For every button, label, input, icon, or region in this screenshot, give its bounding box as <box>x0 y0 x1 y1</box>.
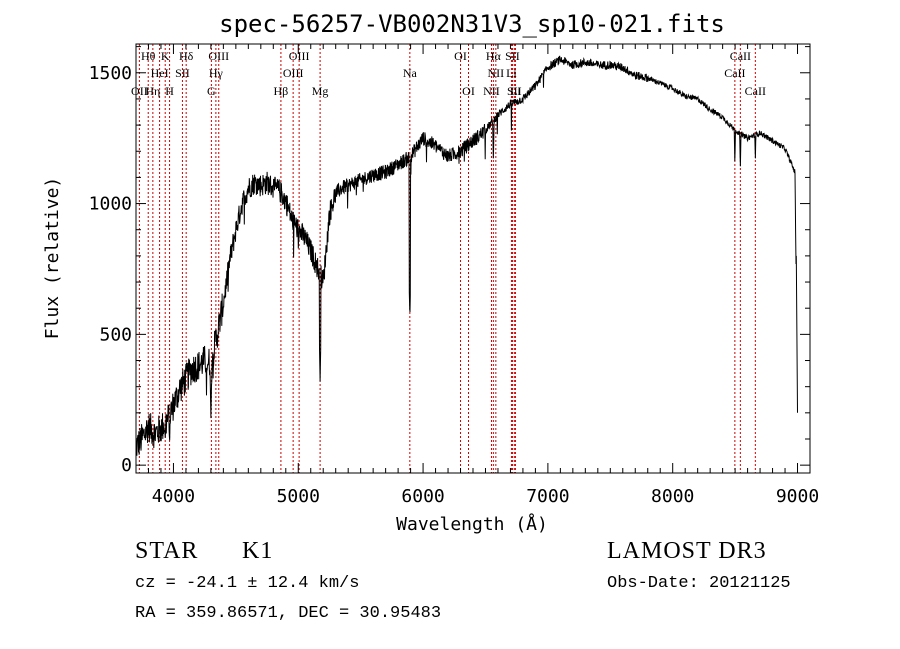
x-tick-label: 6000 <box>401 486 444 507</box>
x-tick-label: 9000 <box>776 486 819 507</box>
line-marker-label: CaII <box>724 66 745 80</box>
line-marker-label: OIII <box>289 49 310 63</box>
redshift-velocity: cz = -24.1 ± 12.4 km/s <box>135 574 360 593</box>
line-marker-label: SII <box>175 66 190 80</box>
line-marker-label: OIII <box>283 66 304 80</box>
x-axis-ticks: 4000 5000 6000 7000 8000 9000 <box>147 44 819 507</box>
line-marker-label: CaII <box>745 84 766 98</box>
line-marker-label: Hβ <box>274 84 289 98</box>
line-marker-label: Li <box>510 84 521 98</box>
line-marker-label: OI <box>454 49 467 63</box>
line-marker-labels: HθOIIHηHeIKHSIIHδGHγOIIIHβOIIIOIIIMgNaOI… <box>131 49 766 98</box>
line-marker-label: Mg <box>312 84 329 98</box>
line-marker-label: Hδ <box>179 49 194 63</box>
y-tick-label: 500 <box>99 324 132 345</box>
line-marker-label: CaII <box>730 49 751 63</box>
line-marker-label: NII <box>483 84 500 98</box>
line-marker-label: NII <box>488 66 505 80</box>
x-tick-label: 4000 <box>152 486 195 507</box>
y-tick-label: 1500 <box>89 63 132 84</box>
x-tick-label: 8000 <box>651 486 694 507</box>
line-marker-label: HeI <box>151 66 169 80</box>
x-tick-label: 5000 <box>277 486 320 507</box>
coordinates: RA = 359.86571, DEC = 30.95483 <box>135 604 442 623</box>
line-marker-label: SII <box>505 49 520 63</box>
line-marker-label: K <box>161 49 170 63</box>
x-tick-label: 7000 <box>526 486 569 507</box>
line-marker-label: OI <box>462 84 475 98</box>
spectrum-line <box>135 55 798 456</box>
line-marker-label: H <box>165 84 174 98</box>
line-markers <box>138 44 756 473</box>
line-marker-label: SII <box>507 84 522 98</box>
y-axis-ticks: 0 500 1000 1500 <box>89 46 810 476</box>
line-marker-label: Hθ <box>141 49 156 63</box>
x-axis-label: Wavelength (Å) <box>396 513 548 535</box>
y-tick-label: 1000 <box>89 194 132 215</box>
line-marker-label: Hγ <box>209 66 224 80</box>
line-marker-label: Hη <box>145 84 160 98</box>
line-marker-label: Na <box>403 66 418 80</box>
line-marker-label: G <box>207 84 216 98</box>
observation-date: Obs-Date: 20121125 <box>607 574 791 593</box>
object-subclass: K1 <box>242 538 274 564</box>
survey-name: LAMOST DR3 <box>607 538 767 564</box>
y-axis-label: Flux (relative) <box>42 177 63 340</box>
y-tick-label: 0 <box>121 455 132 476</box>
object-class: STAR <box>135 538 199 564</box>
line-marker-label: Li <box>506 66 517 80</box>
line-marker-label: OIII <box>208 49 229 63</box>
chart-title: spec-56257-VB002N31V3_sp10-021.fits <box>219 10 725 38</box>
line-marker-label: Hα <box>486 49 502 63</box>
line-marker-label: OII <box>131 84 148 98</box>
